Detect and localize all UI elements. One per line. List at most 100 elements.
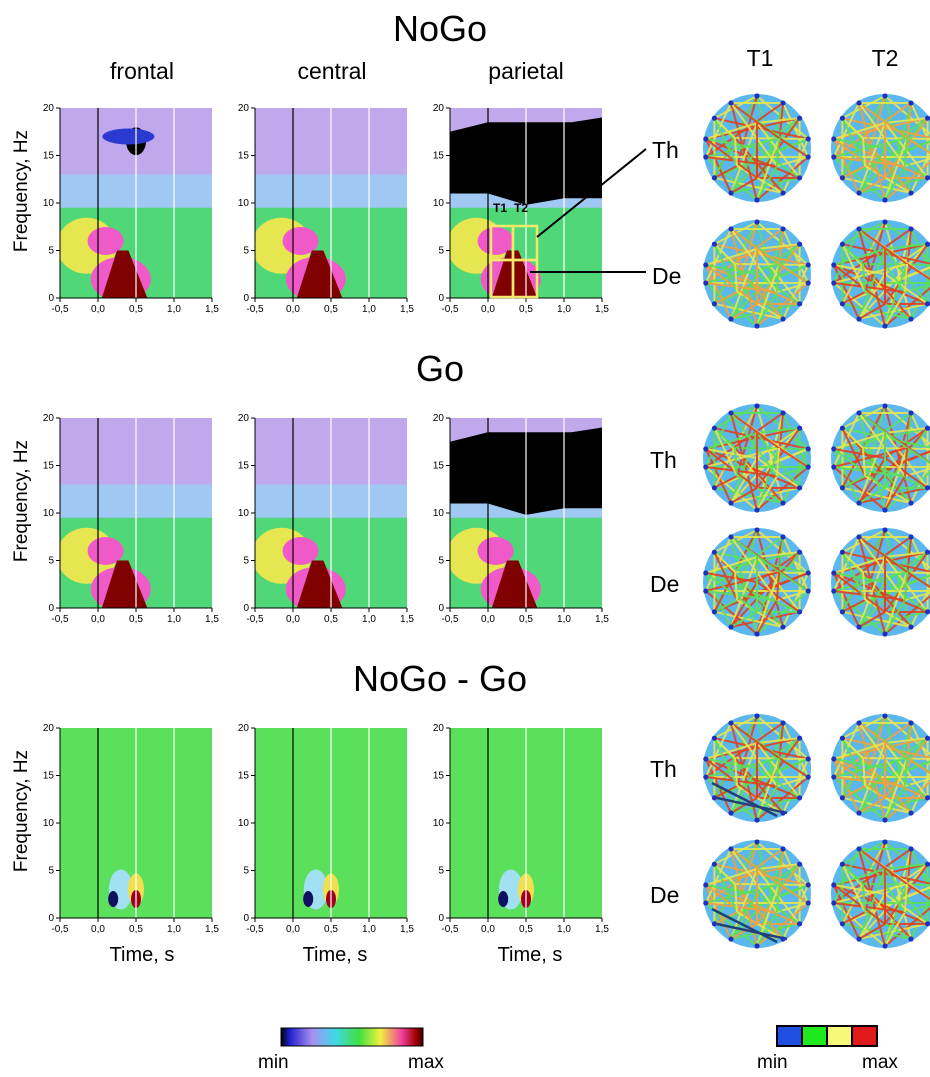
spectrogram-go-parietal: 0 5 10 15 20 -0,5 0,0 0,5 1,0 1,5	[433, 413, 610, 625]
x-tick-label: 1,5	[595, 614, 609, 625]
colorbar-connectivity	[776, 1025, 878, 1047]
y-tick-label: 20	[433, 723, 445, 734]
x-tick-label: 1,0	[362, 304, 376, 315]
y-tick-label: 10	[43, 818, 55, 829]
section-title-nogo-minus-go: NoGo - Go	[352, 658, 528, 699]
connectivity-head-nogo-de-t2	[831, 219, 930, 329]
window-box-t1-delta	[489, 258, 515, 299]
x-tick-label: 1,5	[205, 614, 219, 625]
y-tick-label: 5	[48, 866, 54, 877]
x-tick-label: 0,5	[519, 304, 533, 315]
band-label-de-diff: De	[650, 882, 680, 908]
x-tick-label: 0,0	[91, 614, 105, 625]
x-tick-label: 0,0	[286, 614, 300, 625]
window-box-t1-theta	[489, 224, 515, 262]
x-tick-label: -0,5	[51, 924, 69, 935]
y-tick-label: 10	[238, 818, 250, 829]
y-tick-label: 5	[48, 246, 54, 257]
x-tick-label: 0,5	[324, 614, 338, 625]
x-tick-label: -0,5	[246, 614, 264, 625]
spectrogram-diff-parietal: 0 5 10 15 20 -0,5 0,0 0,5 1,0 1,5	[433, 723, 610, 935]
y-tick-label: 20	[433, 103, 445, 114]
x-tick-label: -0,5	[246, 924, 264, 935]
x-tick-label: 0,0	[91, 304, 105, 315]
x-tick-label: 0,5	[519, 924, 533, 935]
section-title-go: Go	[415, 348, 465, 389]
y-tick-label: 15	[433, 151, 445, 162]
y-tick-label: 20	[43, 723, 55, 734]
x-tick-label: 1,0	[557, 614, 571, 625]
x-tick-label: 1,0	[362, 924, 376, 935]
window-label-t1: T1	[493, 201, 508, 215]
y-tick-label: 0	[48, 293, 54, 304]
y-tick-label: 15	[433, 771, 445, 782]
connectivity-head-go-th-t1	[703, 403, 811, 513]
spectrogram-nogo-central: 0 5 10 15 20 -0,5 0,0 0,5 1,0 1,5	[238, 103, 415, 315]
y-tick-label: 15	[238, 461, 250, 472]
y-tick-label: 5	[438, 866, 444, 877]
x-tick-label: -0,5	[441, 614, 459, 625]
colorbar-spectrogram	[280, 1027, 424, 1047]
x-tick-label: 1,5	[205, 304, 219, 315]
window-box-t2-theta	[511, 224, 539, 262]
conn-header-t2: T2	[871, 45, 899, 71]
conn-header-t1: T1	[746, 45, 774, 71]
colorbar-right-min: min	[757, 1052, 788, 1073]
x-tick-label: 1,0	[557, 924, 571, 935]
connectivity-head-nogo-th-t1	[703, 93, 811, 203]
y-tick-label: 15	[433, 461, 445, 472]
pointer-line-th	[536, 148, 647, 238]
colorbar-left-max: max	[408, 1052, 444, 1073]
y-tick-label: 20	[43, 413, 55, 424]
y-tick-label: 0	[438, 293, 444, 304]
y-tick-label: 20	[43, 103, 55, 114]
x-tick-label: 0,5	[129, 304, 143, 315]
spectrogram-go-frontal: 0 5 10 15 20 -0,5 0,0 0,5 1,0 1,5	[43, 413, 220, 625]
x-tick-label: 0,0	[481, 924, 495, 935]
colorbar-right-max: max	[862, 1052, 898, 1073]
spectrogram-nogo-frontal: 0 5 10 15 20 -0,5 0,0 0,5 1,0 1,5	[43, 103, 220, 315]
y-tick-label: 20	[238, 723, 250, 734]
y-tick-label: 0	[48, 913, 54, 924]
y-tick-label: 0	[48, 603, 54, 614]
band-label-th-diff: Th	[650, 756, 677, 782]
x-tick-label: -0,5	[246, 304, 264, 315]
x-tick-label: 1,0	[362, 614, 376, 625]
y-tick-label: 10	[433, 818, 445, 829]
y-tick-label: 5	[438, 246, 444, 257]
connectivity-head-go-de-t1	[703, 527, 811, 637]
y-tick-label: 5	[48, 556, 54, 567]
spectrogram-diff-frontal: 0 5 10 15 20 -0,5 0,0 0,5 1,0 1,5	[43, 723, 220, 935]
colorbar-left-min: min	[258, 1052, 289, 1073]
y-tick-label: 0	[243, 293, 249, 304]
connectivity-head-diff-th-t2	[831, 713, 930, 823]
x-tick-label: 0,5	[519, 614, 533, 625]
x-tick-label: 0,0	[286, 924, 300, 935]
y-tick-label: 15	[43, 771, 55, 782]
band-label-de-nogo: De	[652, 263, 682, 289]
band-label-th-nogo: Th	[652, 137, 679, 163]
x-tick-label: 1,5	[205, 924, 219, 935]
y-tick-label: 10	[238, 508, 250, 519]
y-tick-label: 0	[243, 603, 249, 614]
y-tick-label: 0	[438, 603, 444, 614]
y-tick-label: 5	[243, 866, 249, 877]
x-tick-label: 1,0	[167, 924, 181, 935]
x-axis-label-parietal: Time, s	[497, 944, 563, 966]
x-tick-label: 1,5	[595, 924, 609, 935]
connectivity-head-diff-th-t1	[703, 713, 811, 823]
y-tick-label: 5	[243, 246, 249, 257]
x-tick-label: 1,5	[400, 924, 414, 935]
x-tick-label: -0,5	[51, 304, 69, 315]
x-axis-label-central: Time, s	[302, 944, 368, 966]
window-box-t2-delta	[511, 258, 539, 299]
x-tick-label: 1,5	[400, 614, 414, 625]
x-tick-label: -0,5	[441, 304, 459, 315]
y-tick-label: 20	[433, 413, 445, 424]
x-tick-label: 0,0	[481, 614, 495, 625]
y-tick-label: 10	[43, 508, 55, 519]
y-tick-label: 10	[433, 198, 445, 209]
x-tick-label: 1,0	[167, 304, 181, 315]
connectivity-head-go-th-t2	[831, 403, 930, 513]
